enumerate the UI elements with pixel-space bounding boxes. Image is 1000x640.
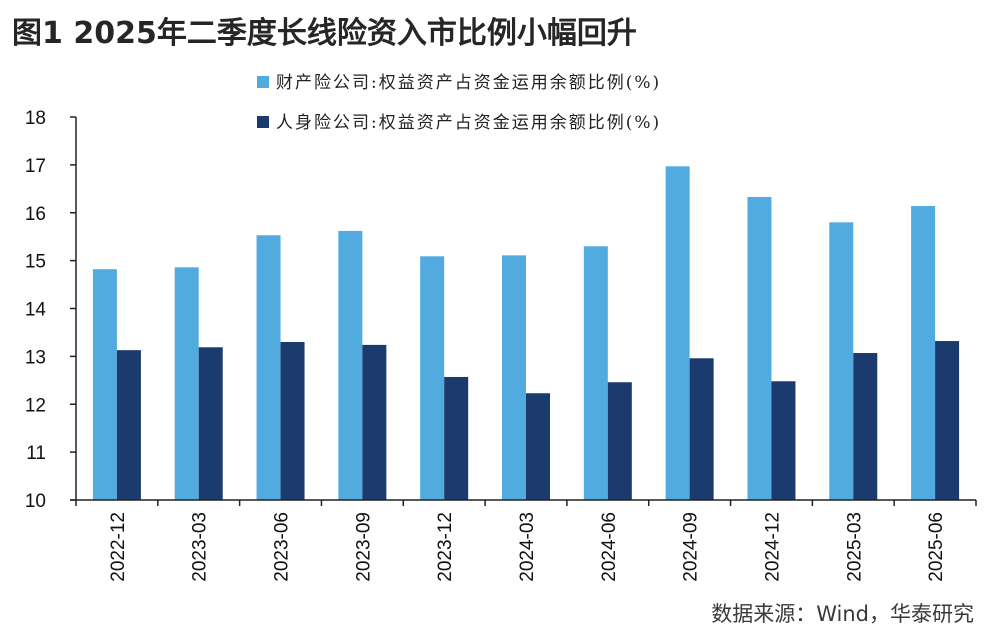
bar-property-2024-03 [502,255,526,500]
axes: 10 11 12 13 14 15 16 17 18 2022-12 2023-03 2023-06 2… [25,108,977,582]
bar-property-2024-12 [747,196,772,501]
y-tick-label-18: 18 [25,108,46,129]
x-tick-label-2024-09: 2024-09 [681,512,702,582]
chart-title: 图1 2025年二季度长线险资入市比例小幅回升 [12,16,637,51]
x-tick-label-2024-06: 2024-06 [599,512,620,582]
x-tick-label-2024-12: 2024-12 [762,512,783,582]
bar-property-2023-06 [256,235,281,500]
bar-property-2023-12 [420,256,445,500]
bar-life-2024-12 [771,381,796,500]
bar-life-2024-03 [526,393,550,500]
bar-life-2023-09 [362,344,387,500]
legend-swatch-property [257,76,269,88]
bar-property-2025-06 [911,206,936,501]
bar-property-2024-06 [583,246,608,500]
x-tick-label-2023-12: 2023-12 [435,512,456,582]
bar-property-2023-03 [174,267,199,500]
y-tick-label-11: 11 [26,443,46,464]
y-tick-label-12: 12 [25,395,46,416]
y-tick-label-13: 13 [25,347,46,368]
bar-life-2023-03 [198,347,223,500]
bar-property-2024-09 [665,166,690,500]
bar-life-2025-03 [853,353,878,500]
legend-swatch-life [257,116,269,128]
legend-label-life: 人身险公司:权益资产占资金运用余额比例(%) [276,113,661,133]
y-tick-label-16: 16 [25,204,46,225]
bar-life-2023-06 [280,342,305,500]
y-tick-label-10: 10 [25,491,46,512]
x-tick-label-2024-03: 2024-03 [517,512,538,582]
legend-label-property: 财产险公司:权益资产占资金运用余额比例(%) [276,73,661,93]
y-tick-label-15: 15 [25,252,46,273]
bar-life-2023-12 [444,376,469,500]
bar-life-2024-09 [689,358,714,500]
bar-life-2022-12 [116,350,141,500]
y-tick-label-17: 17 [25,156,46,177]
x-tick-label-2025-06: 2025-06 [926,512,947,582]
bar-property-2023-09 [338,230,363,500]
y-tick-label-14: 14 [25,300,47,321]
legend: 财产险公司:权益资产占资金运用余额比例(%) 人身险公司:权益资产占资金运用余额比… [257,73,661,133]
bar-property-2022-12 [92,269,117,500]
x-tick-label-2022-12: 2022-12 [108,512,129,582]
bars [92,166,960,501]
x-tick-label-2025-03: 2025-03 [844,512,865,582]
bar-life-2025-06 [935,341,960,500]
x-tick-label-2023-03: 2023-03 [190,512,211,582]
x-tick-label-2023-09: 2023-09 [353,512,374,582]
x-tick-label-2023-06: 2023-06 [272,512,293,582]
bar-property-2025-03 [829,222,854,500]
source-note: 数据来源：Wind，华泰研究 [711,602,974,626]
bar-life-2024-06 [607,382,632,500]
